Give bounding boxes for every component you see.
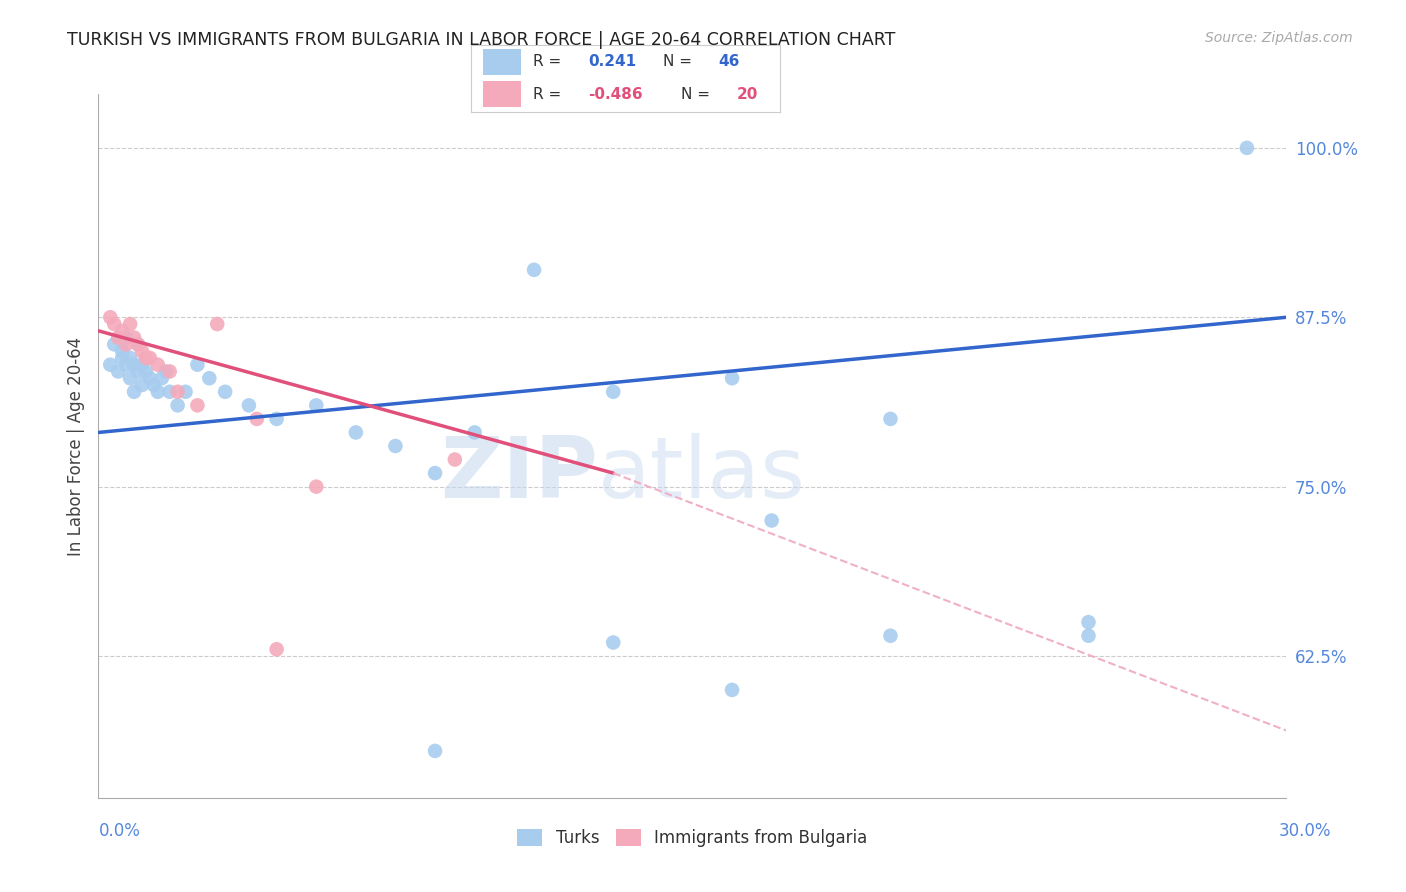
Text: 46: 46 [718, 54, 740, 70]
Point [111, 351, 134, 365]
Point [384, 439, 406, 453]
Point [238, 398, 260, 412]
Point [122, 384, 145, 399]
Point [111, 344, 134, 359]
Point [142, 378, 165, 392]
Point [150, 371, 173, 385]
Point [879, 629, 901, 643]
Point [103, 337, 125, 351]
Text: R =: R = [533, 54, 567, 70]
Point [174, 384, 197, 399]
Point [107, 364, 129, 378]
Point [464, 425, 486, 440]
Point [1077, 629, 1099, 643]
Point [115, 358, 138, 372]
Point [266, 412, 288, 426]
Point [721, 371, 744, 385]
Text: atlas: atlas [598, 433, 806, 516]
Text: R =: R = [533, 87, 567, 102]
Point [444, 452, 467, 467]
Point [120, 317, 142, 331]
Point [131, 378, 153, 392]
Point [198, 371, 221, 385]
Point [423, 466, 446, 480]
Point [305, 398, 328, 412]
Point [159, 364, 181, 378]
Point [879, 412, 901, 426]
Text: 0.0%: 0.0% [98, 822, 141, 840]
Point [107, 330, 129, 344]
Point [246, 412, 269, 426]
Text: N =: N = [682, 87, 716, 102]
Point [115, 337, 138, 351]
Point [602, 384, 624, 399]
Point [602, 635, 624, 649]
Point [111, 324, 134, 338]
Text: ZIP: ZIP [440, 433, 598, 516]
Point [166, 384, 188, 399]
Point [122, 330, 145, 344]
Point [186, 398, 208, 412]
Text: 0.241: 0.241 [589, 54, 637, 70]
Point [135, 364, 157, 378]
Point [115, 330, 138, 344]
Text: 20: 20 [737, 87, 758, 102]
Point [120, 371, 142, 385]
Text: Source: ZipAtlas.com: Source: ZipAtlas.com [1205, 31, 1353, 45]
Point [139, 371, 162, 385]
Point [266, 642, 288, 657]
Point [120, 351, 142, 365]
Point [1077, 615, 1099, 630]
Point [305, 480, 328, 494]
Point [131, 344, 153, 359]
Point [205, 317, 228, 331]
Point [1236, 141, 1258, 155]
Bar [484, 49, 520, 75]
Point [186, 358, 208, 372]
Text: TURKISH VS IMMIGRANTS FROM BULGARIA IN LABOR FORCE | AGE 20-64 CORRELATION CHART: TURKISH VS IMMIGRANTS FROM BULGARIA IN L… [67, 31, 896, 49]
Point [98, 358, 121, 372]
Point [103, 317, 125, 331]
Point [721, 682, 744, 697]
Point [127, 364, 149, 378]
Bar [484, 81, 520, 107]
Point [146, 358, 169, 372]
Point [98, 310, 121, 325]
Point [523, 263, 546, 277]
Legend: Turks, Immigrants from Bulgaria: Turks, Immigrants from Bulgaria [510, 822, 875, 854]
Point [423, 744, 446, 758]
Point [122, 358, 145, 372]
Text: N =: N = [662, 54, 696, 70]
Point [155, 364, 177, 378]
Point [139, 351, 162, 365]
Text: 30.0%: 30.0% [1278, 822, 1331, 840]
Y-axis label: In Labor Force | Age 20-64: In Labor Force | Age 20-64 [66, 336, 84, 556]
Point [214, 384, 236, 399]
Text: -0.486: -0.486 [589, 87, 643, 102]
Point [344, 425, 367, 440]
Point [159, 384, 181, 399]
Point [127, 337, 149, 351]
Point [127, 337, 149, 351]
Point [146, 384, 169, 399]
Point [135, 351, 157, 365]
Point [166, 398, 188, 412]
Point [131, 358, 153, 372]
Point [761, 514, 783, 528]
